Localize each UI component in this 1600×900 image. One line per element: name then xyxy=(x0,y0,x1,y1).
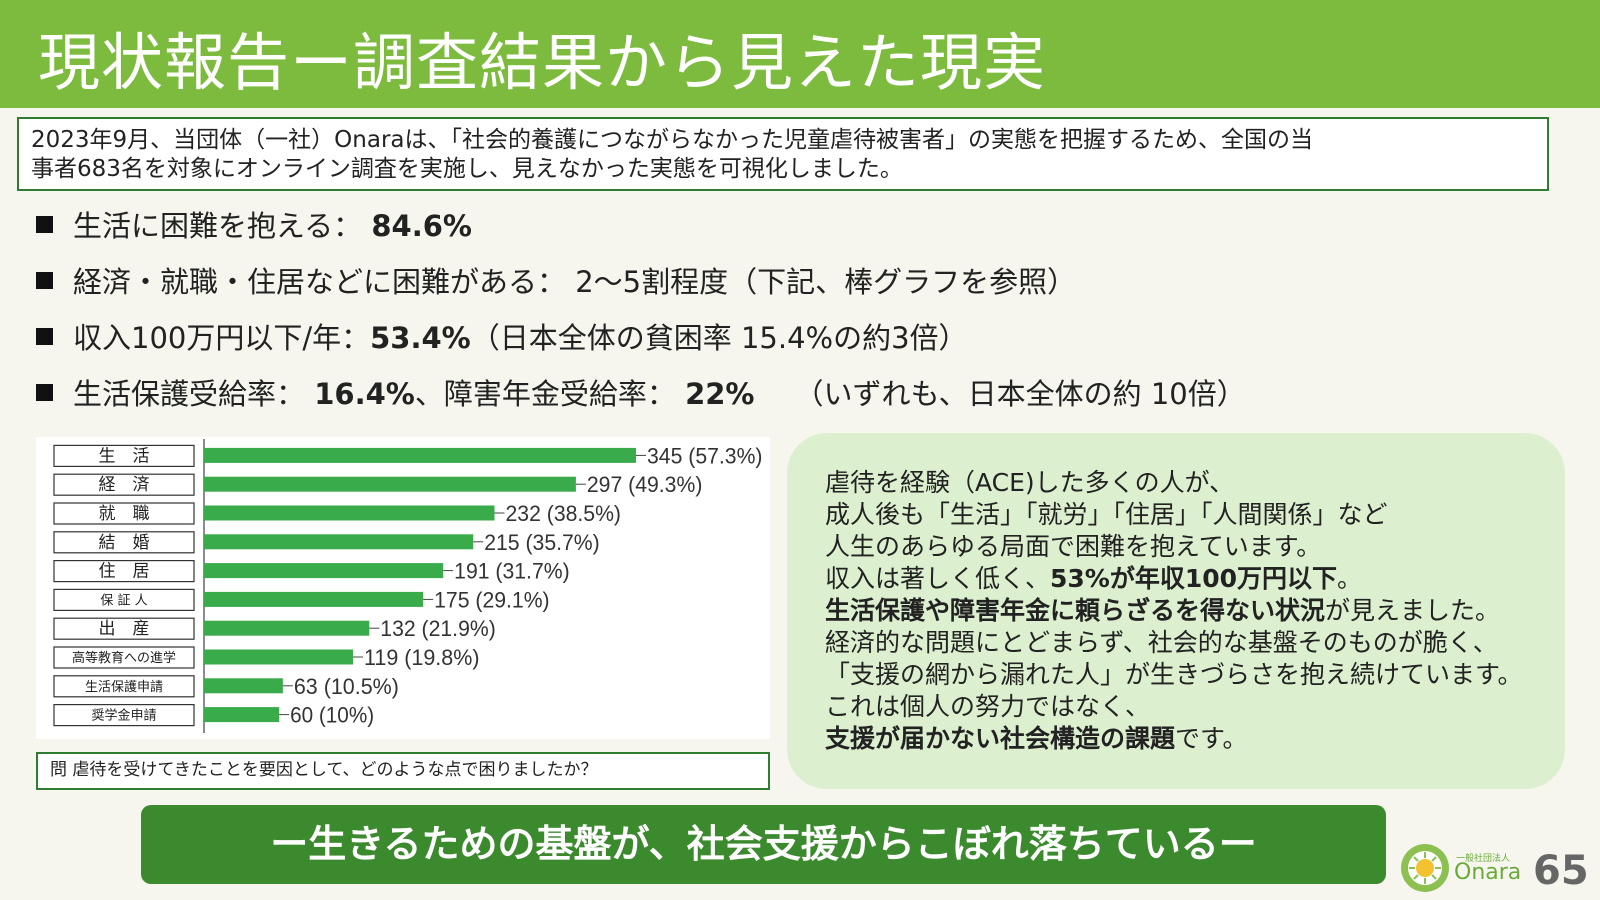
conclusion-banner: ー生きるための基盤が、社会支援からこぼれ落ちているー xyxy=(141,805,1386,884)
page-title: 現状報告ー調査結果から見えた現実 xyxy=(38,26,1047,99)
category-label: 生 活 xyxy=(99,446,150,466)
square-bullet-icon xyxy=(36,272,53,289)
bar xyxy=(204,476,576,492)
bar-value-label: 232 (38.5%) xyxy=(506,501,622,526)
bar-value-label: 345 (57.3%) xyxy=(647,443,763,468)
category-label-box xyxy=(53,473,195,496)
intro-line-1: 2023年9月、当団体（一社）Onaraは、「社会的養護につながらなかった児童虐… xyxy=(31,127,1313,153)
summary-line-3: 人生のあらゆる局面で困難を抱えています。 xyxy=(825,532,1322,561)
bullet-4: 生活保護受給率： 16.4%、障害年金受給率： 22% （いずれも、日本全体の約 … xyxy=(36,371,1246,413)
category-label: 経 済 xyxy=(99,475,150,495)
square-bullet-icon xyxy=(36,216,53,233)
category-label-box xyxy=(53,502,195,525)
page-number: 65 xyxy=(1533,848,1589,894)
category-label: 生活保護申請 xyxy=(85,679,163,695)
category-label-box xyxy=(53,675,195,698)
summary-line-9: 支援が届かない社会構造の課題です。 xyxy=(825,724,1248,753)
summary-line-4: 収入は著しく低く、53%が年収100万円以下。 xyxy=(825,564,1363,593)
summary-line-1: 虐待を経験（ACE)した多くの人が、 xyxy=(825,468,1235,497)
bar xyxy=(204,505,495,521)
bar xyxy=(204,620,370,636)
category-label-box xyxy=(53,617,195,640)
bar-value-label: 132 (21.9%) xyxy=(380,616,496,641)
summary-line-6: 経済的な問題にとどまらず、社会的な基盤そのものが脆く、 xyxy=(825,628,1498,657)
logo-name: Onara xyxy=(1454,860,1522,885)
square-bullet-icon xyxy=(36,384,53,401)
summary-line-8: これは個人の努力ではなく、 xyxy=(825,692,1151,721)
intro-box: 2023年9月、当団体（一社）Onaraは、「社会的養護につながらなかった児童虐… xyxy=(17,117,1549,191)
logo-subtitle: 一般社団法人 xyxy=(1456,854,1511,864)
bar-chart: 生 活 345 (57.3%) 経 済 297 (49.3%) 就 職 232 (38.5… xyxy=(36,437,770,739)
chart-question: 問 虐待を受けてきたことを要因として、どのような点で困りましたか？ xyxy=(36,752,770,790)
bar-value-label: 191 (31.7%) xyxy=(454,559,570,584)
summary-line-7: 「支援の網から漏れた人」が生きづらさを抱え続けています。 xyxy=(825,660,1523,689)
category-label: 結 婚 xyxy=(99,533,150,553)
summary-line-2: 成人後も「生活」「就労」「住居」「人間関係」など xyxy=(825,500,1388,529)
bar-value-label: 60 (10%) xyxy=(290,703,374,728)
category-label-box xyxy=(53,444,195,467)
bullet-2: 経済・就職・住居などに困難がある： 2〜5割程度（下記、棒グラフを参照） xyxy=(36,259,1076,301)
category-label: 住 居 xyxy=(99,562,150,582)
category-label-box xyxy=(53,588,195,611)
summary-line-5: 生活保護や障害年金に頼らざるを得ない状況が見えました。 xyxy=(825,596,1501,625)
category-label: 出 産 xyxy=(99,619,150,639)
title-bar: 現状報告ー調査結果から見えた現実 xyxy=(0,0,1600,108)
bullet-3: 収入100万円以下/年：53.4%（日本全体の貧困率 15.4%の約3倍） xyxy=(36,315,968,357)
category-label: 保 証 人 xyxy=(100,593,147,608)
category-label: 就 職 xyxy=(99,504,150,524)
intro-line-2: 事者683名を対象にオンライン調査を実施し、見えなかった実態を可視化しました。 xyxy=(31,156,903,182)
bar xyxy=(204,447,636,463)
category-label-box xyxy=(53,559,195,583)
bar xyxy=(204,534,474,550)
bar-value-label: 175 (29.1%) xyxy=(434,587,550,612)
bar-value-label: 297 (49.3%) xyxy=(587,472,703,497)
bar-chart-svg: 生 活 345 (57.3%) 経 済 297 (49.3%) 就 職 232 (38.5… xyxy=(53,439,763,733)
category-label: 奨学金申請 xyxy=(91,708,156,724)
bar xyxy=(204,591,424,607)
bar-value-label: 215 (35.7%) xyxy=(484,530,600,555)
category-label-box xyxy=(53,531,195,554)
bar xyxy=(204,563,444,579)
square-bullet-icon xyxy=(36,328,53,345)
category-label-box xyxy=(53,704,195,727)
bar xyxy=(204,678,283,694)
banner-text: ー生きるための基盤が、社会支援からこぼれ落ちているー xyxy=(270,822,1257,866)
category-label-box xyxy=(53,646,195,669)
bar xyxy=(204,707,280,723)
bar xyxy=(204,649,354,665)
bar-value-label: 119 (19.8%) xyxy=(364,645,480,670)
category-label: 高等教育への進学 xyxy=(72,650,176,666)
onara-logo-icon xyxy=(1401,844,1449,892)
bar-value-label: 63 (10.5%) xyxy=(294,674,399,699)
bullet-1: 生活に困難を抱える： 84.6% xyxy=(36,203,472,245)
summary-panel: 虐待を経験（ACE)した多くの人が、 成人後も「生活」「就労」「住居」「人間関係… xyxy=(787,433,1565,789)
